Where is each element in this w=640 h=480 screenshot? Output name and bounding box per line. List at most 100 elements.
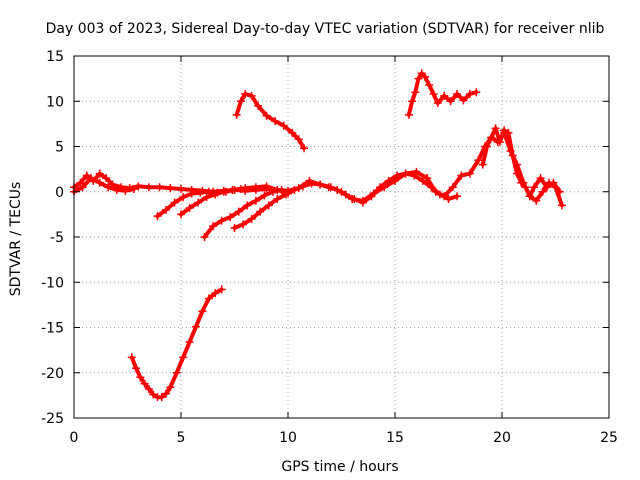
data-point bbox=[500, 126, 509, 135]
data-point bbox=[179, 353, 188, 362]
data-point bbox=[408, 97, 417, 106]
data-point bbox=[127, 353, 136, 362]
series-layer bbox=[70, 69, 566, 402]
data-point bbox=[211, 190, 220, 199]
data-point bbox=[512, 169, 521, 178]
data-point bbox=[425, 80, 434, 89]
data-point bbox=[217, 285, 226, 294]
data-point bbox=[217, 216, 226, 225]
data-point bbox=[517, 178, 526, 187]
data-point bbox=[243, 201, 252, 210]
data-point bbox=[166, 184, 175, 193]
data-point bbox=[465, 169, 474, 178]
data-point bbox=[136, 373, 145, 382]
data-point bbox=[538, 187, 547, 196]
series-arc-evening-a bbox=[423, 128, 566, 210]
data-point bbox=[204, 294, 213, 303]
data-point bbox=[418, 176, 427, 185]
data-point bbox=[358, 198, 367, 207]
y-axis-label: SDTVAR / TECUs bbox=[8, 182, 24, 297]
data-point bbox=[411, 88, 420, 97]
data-point bbox=[185, 204, 194, 213]
data-point bbox=[555, 187, 564, 196]
data-point bbox=[269, 187, 278, 196]
data-point bbox=[239, 220, 248, 229]
series-arc-16h-high bbox=[404, 69, 481, 119]
data-point bbox=[121, 186, 130, 195]
data-point bbox=[472, 88, 481, 97]
data-point bbox=[82, 171, 91, 180]
data-point bbox=[132, 364, 141, 373]
data-point bbox=[228, 185, 237, 194]
data-point bbox=[78, 183, 87, 192]
data-point bbox=[177, 210, 185, 219]
data-point bbox=[333, 185, 342, 194]
series-arc-early-bump bbox=[70, 174, 138, 196]
data-point bbox=[453, 90, 462, 99]
data-point bbox=[251, 183, 260, 192]
data-point bbox=[440, 192, 449, 201]
data-point bbox=[324, 183, 333, 192]
data-point bbox=[300, 144, 309, 153]
data-point bbox=[298, 182, 307, 191]
data-point bbox=[384, 176, 393, 185]
data-point bbox=[271, 117, 280, 126]
data-point bbox=[187, 189, 196, 198]
data-point bbox=[202, 193, 211, 202]
data-point bbox=[162, 205, 171, 214]
data-point bbox=[414, 74, 423, 83]
data-point bbox=[474, 156, 483, 165]
data-point bbox=[376, 183, 385, 192]
x-tick-label: 20 bbox=[493, 430, 511, 446]
data-point bbox=[401, 169, 410, 178]
y-tick-label: -15 bbox=[41, 321, 64, 337]
data-point bbox=[226, 213, 235, 222]
y-tick-label: 5 bbox=[55, 140, 64, 156]
data-point bbox=[453, 192, 462, 201]
data-point bbox=[264, 201, 273, 210]
series-trace bbox=[425, 130, 564, 208]
data-point bbox=[367, 192, 376, 201]
chart-title: Day 003 of 2023, Sidereal Day-to-day VTE… bbox=[46, 21, 605, 37]
x-tick-label: 25 bbox=[600, 430, 618, 446]
data-point bbox=[316, 180, 325, 189]
data-point bbox=[185, 337, 194, 346]
data-point bbox=[423, 174, 432, 183]
data-point bbox=[444, 194, 453, 203]
data-point bbox=[153, 212, 162, 221]
data-point bbox=[457, 171, 466, 180]
data-point bbox=[483, 142, 492, 151]
data-point bbox=[129, 185, 138, 194]
x-axis-label: GPS time / hours bbox=[281, 459, 398, 475]
data-point bbox=[256, 207, 265, 216]
data-point bbox=[155, 183, 164, 192]
series-trace bbox=[202, 187, 284, 239]
data-point bbox=[219, 187, 228, 196]
data-point bbox=[487, 133, 496, 142]
data-point bbox=[198, 307, 207, 316]
data-point bbox=[236, 185, 245, 194]
data-point bbox=[532, 196, 541, 205]
data-point bbox=[307, 179, 316, 188]
data-point bbox=[521, 183, 530, 192]
data-point bbox=[170, 198, 179, 207]
data-point bbox=[95, 169, 104, 178]
data-point bbox=[508, 151, 517, 160]
data-point bbox=[448, 183, 457, 192]
data-point bbox=[420, 72, 429, 81]
data-point bbox=[191, 322, 200, 331]
data-point bbox=[341, 190, 350, 199]
series-arc-6h-rise bbox=[200, 185, 286, 241]
data-point bbox=[440, 91, 449, 100]
data-point bbox=[177, 185, 185, 194]
y-tick-label: 0 bbox=[55, 185, 64, 201]
data-point bbox=[525, 192, 534, 201]
data-point bbox=[294, 135, 303, 144]
data-point bbox=[478, 160, 487, 169]
data-point bbox=[273, 194, 282, 203]
y-tick-label: -5 bbox=[50, 230, 64, 246]
data-point bbox=[557, 201, 566, 210]
y-tick-label: -25 bbox=[41, 411, 64, 427]
grid bbox=[74, 56, 609, 418]
data-point bbox=[247, 91, 256, 100]
